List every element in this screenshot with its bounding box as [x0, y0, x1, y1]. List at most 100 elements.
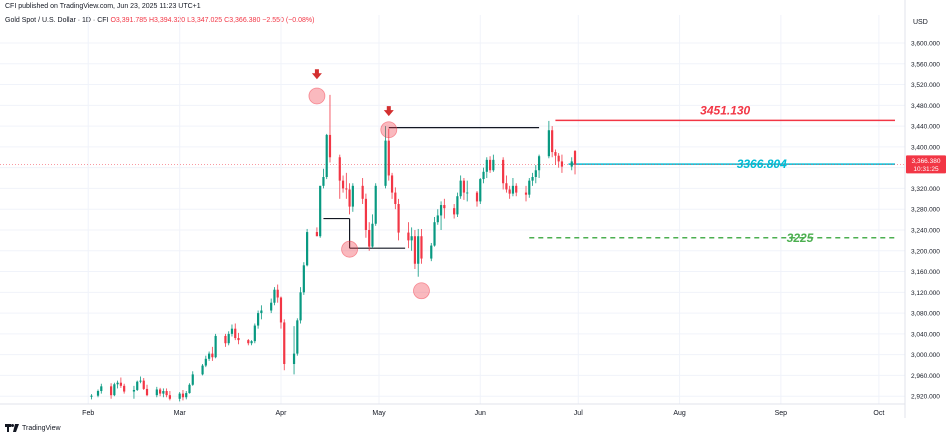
candle-body — [560, 161, 564, 167]
candle-body — [528, 180, 531, 195]
last-price-value: 3,366.380 — [912, 158, 941, 165]
candle-body — [492, 159, 495, 171]
candle-body — [348, 189, 351, 207]
attribution-text: CFI published on TradingView.com, Jun 23… — [5, 3, 201, 10]
x-tick-label: Mar — [174, 410, 187, 417]
candle-body — [341, 180, 345, 189]
candle-body — [413, 236, 417, 264]
y-tick-label: 3,120.000 — [911, 290, 940, 297]
x-tick-label: Feb — [82, 410, 94, 417]
candle-body — [537, 156, 541, 171]
candle-body — [315, 232, 319, 237]
candle-body — [410, 236, 413, 241]
y-tick-label: 3,600.000 — [911, 40, 940, 47]
y-tick-label: 3,480.000 — [911, 103, 940, 110]
x-tick-label: Oct — [873, 410, 884, 417]
candle-body — [338, 157, 341, 181]
candle-body — [116, 382, 119, 385]
x-tick-label: Sep — [775, 410, 788, 417]
close-value: C3,366.380 — [224, 17, 261, 24]
candle-body — [524, 192, 528, 195]
candle-body — [433, 222, 436, 246]
y-tick-label: 3,320.000 — [911, 186, 940, 193]
tradingview-logo-icon — [5, 424, 19, 432]
y-tick-label: 3,560.000 — [911, 61, 940, 68]
candle-body — [430, 245, 433, 259]
candle-body — [214, 335, 217, 358]
candle-body — [181, 393, 185, 398]
candle-body — [292, 353, 296, 365]
symbol-name: Gold Spot / U.S. Dollar · 1D · CFI — [5, 17, 109, 24]
candle-body — [260, 310, 263, 314]
candle-body — [443, 205, 446, 209]
candle-body — [554, 152, 557, 156]
candle-body — [570, 161, 573, 167]
candle-body — [488, 159, 492, 171]
candle-body — [453, 208, 456, 215]
tradingview-brand[interactable]: TradingView — [5, 424, 61, 432]
candle-body — [482, 171, 485, 180]
candle-body — [557, 155, 560, 162]
y-tick-label: 3,280.000 — [911, 207, 940, 214]
candle-body — [485, 159, 488, 172]
candle-body — [119, 382, 122, 386]
y-tick-label: 3,160.000 — [911, 269, 940, 276]
y-tick-label: 3,040.000 — [911, 331, 940, 338]
candle-body — [109, 386, 113, 396]
y-tick-label: 3,400.000 — [911, 144, 940, 151]
candle-body — [132, 389, 136, 392]
candle-body — [100, 386, 103, 392]
candle-body — [142, 380, 145, 389]
candle-body — [394, 192, 397, 205]
y-tick-label: 3,240.000 — [911, 227, 940, 234]
candle-body — [368, 229, 371, 247]
candle-body — [534, 170, 537, 178]
candle-body — [145, 388, 149, 396]
high-value: H3,394.320 — [148, 17, 186, 24]
candle-body — [299, 292, 302, 321]
candle-body — [319, 185, 322, 237]
highlight-circle — [308, 87, 326, 105]
candle-body — [417, 236, 420, 264]
y-tick-label: 2,960.000 — [911, 373, 940, 380]
candle-body — [136, 381, 139, 390]
candle-body — [224, 335, 227, 344]
candle-body — [162, 391, 165, 394]
candle-body — [250, 341, 253, 344]
low-value: L3,347.025 — [187, 17, 223, 24]
candle-body — [185, 393, 188, 398]
candle-body — [475, 192, 479, 202]
candle-body — [479, 179, 482, 202]
x-tick-label: Jun — [475, 410, 486, 417]
candle-body — [351, 185, 354, 207]
candle-body — [139, 380, 142, 382]
down-arrow-icon — [311, 69, 322, 80]
candle-body — [436, 215, 439, 223]
candle-body — [113, 384, 116, 396]
candle-body — [466, 192, 469, 194]
brand-label: TradingView — [22, 424, 61, 432]
candle-body — [230, 328, 234, 334]
candle-body — [387, 140, 390, 176]
currency-label: USD — [913, 19, 928, 26]
candle-body — [371, 223, 374, 247]
y-tick-label: 3,080.000 — [911, 311, 940, 318]
x-tick-label: Aug — [673, 410, 686, 417]
candle-body — [283, 322, 286, 365]
candle-body — [439, 205, 443, 216]
candle-body — [361, 185, 364, 199]
candle-body — [547, 130, 550, 157]
candle-body — [515, 185, 518, 193]
level-label: 3451.130 — [700, 103, 750, 117]
candle-body — [420, 236, 423, 259]
candle-body — [227, 333, 230, 344]
candle-body — [247, 340, 250, 344]
candle-body — [188, 384, 191, 394]
candle-body — [237, 338, 240, 341]
highlight-circle — [380, 121, 398, 139]
x-tick-label: Apr — [276, 410, 288, 417]
candle-body — [165, 391, 168, 396]
candle-body — [207, 353, 211, 359]
